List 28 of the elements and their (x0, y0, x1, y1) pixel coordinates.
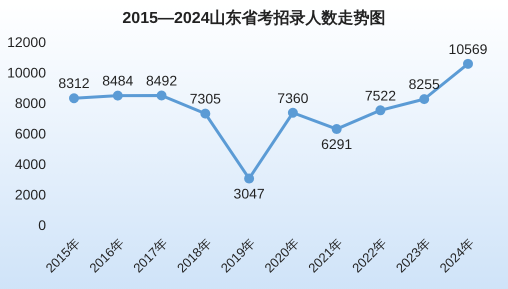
data-label: 8484 (102, 72, 134, 89)
data-label: 7360 (277, 90, 309, 106)
y-tick-label: 8000 (14, 94, 46, 111)
data-label: 6291 (321, 136, 352, 152)
point (419, 94, 430, 104)
chart-title: 2015—2024山东省考招录人数走势图 (121, 8, 387, 29)
data-label: 8255 (408, 76, 440, 92)
point (112, 90, 123, 101)
y-tick-label: 0 (38, 216, 46, 233)
point (200, 108, 210, 119)
data-label: 8312 (58, 75, 90, 92)
data-label: 8492 (146, 72, 178, 88)
data-label: 10569 (448, 40, 488, 57)
y-tick-label: 4000 (14, 156, 46, 172)
point (288, 108, 298, 118)
point (463, 58, 473, 69)
y-tick-label: 10000 (7, 64, 46, 80)
data-label: 7305 (190, 90, 222, 107)
point (375, 105, 386, 116)
point (69, 93, 79, 104)
y-tick-label: 6000 (14, 125, 46, 142)
data-label: 3047 (234, 186, 265, 202)
point (244, 174, 254, 184)
point (156, 90, 167, 100)
y-tick-label: 2000 (14, 186, 46, 202)
y-tick-label: 12000 (7, 34, 46, 50)
data-label: 7522 (364, 87, 396, 104)
point (332, 124, 342, 134)
